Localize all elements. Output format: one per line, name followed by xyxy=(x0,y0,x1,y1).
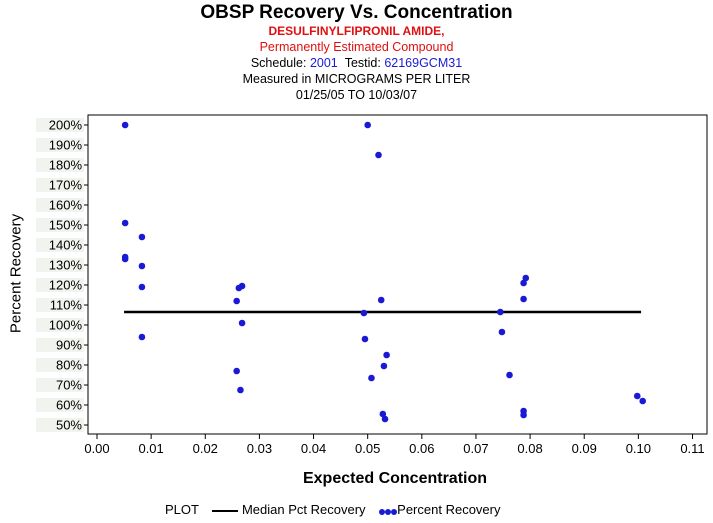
data-point xyxy=(380,362,388,370)
y-tick-label-bg xyxy=(36,258,84,272)
y-tick-label-bg xyxy=(36,398,84,412)
legend-median-label: Median Pct Recovery xyxy=(241,502,366,517)
data-point xyxy=(364,121,371,129)
data-point xyxy=(520,295,527,303)
y-tick-label: 70% xyxy=(56,378,82,393)
date-range: 01/25/05 TO 10/03/07 xyxy=(295,88,418,102)
measured-units: Measured in MICROGRAMS PER LITER xyxy=(242,72,471,86)
x-tick-label: 0.05 xyxy=(355,441,380,456)
y-tick-label-bg xyxy=(36,158,84,172)
data-point xyxy=(138,283,146,291)
y-tick-label-bg xyxy=(36,218,84,232)
data-point xyxy=(633,392,641,400)
data-point xyxy=(121,121,129,129)
schedule-value: 2001 xyxy=(309,56,338,70)
y-tick-label-bg xyxy=(36,178,84,192)
data-point xyxy=(383,351,390,359)
data-point xyxy=(121,255,129,263)
legend-plot-label: PLOT xyxy=(165,502,199,517)
data-point xyxy=(121,219,129,227)
testid-label: Testid: xyxy=(344,56,381,70)
y-tick-label: 130% xyxy=(49,258,83,273)
data-point xyxy=(506,371,513,379)
y-tick-label: 180% xyxy=(49,158,83,173)
data-point xyxy=(368,374,375,382)
data-point xyxy=(639,397,646,405)
y-tick-label-bg xyxy=(36,238,84,252)
data-point xyxy=(238,319,246,327)
y-tick-label-bg xyxy=(36,118,84,132)
legend-median-line-swatch xyxy=(212,509,239,512)
y-tick-label-bg xyxy=(36,378,84,392)
y-tick-label-bg xyxy=(36,358,84,372)
estimated-note: Permanently Estimated Compound xyxy=(259,40,454,54)
data-point xyxy=(520,279,527,287)
y-tick-label: 60% xyxy=(56,398,82,413)
y-tick-label: 200% xyxy=(49,118,83,133)
x-tick-label: 0.01 xyxy=(138,441,163,456)
x-tick-label: 0.10 xyxy=(626,441,651,456)
y-tick-label-bg xyxy=(36,338,84,352)
x-tick-label: 0.04 xyxy=(301,441,326,456)
chart-title: OBSP Recovery Vs. Concentration xyxy=(200,2,513,23)
data-point xyxy=(361,335,369,343)
y-tick-label: 110% xyxy=(50,298,83,313)
y-tick-label-bg xyxy=(36,318,84,332)
schedule-label: Schedule: xyxy=(250,56,307,70)
x-tick-label: 0.02 xyxy=(193,441,218,456)
testid-value: 62169GCM31 xyxy=(384,56,463,70)
y-tick-label-bg xyxy=(36,138,84,152)
y-tick-label: 170% xyxy=(49,178,83,193)
y-tick-label-bg xyxy=(36,418,84,432)
x-tick-label: 0.09 xyxy=(572,441,597,456)
y-tick-label: 150% xyxy=(49,218,83,233)
x-tick-label: 0.07 xyxy=(463,441,488,456)
data-point xyxy=(138,262,146,270)
data-point xyxy=(498,328,506,336)
x-tick-label: 0.11 xyxy=(680,441,704,456)
data-point xyxy=(379,410,387,418)
data-point xyxy=(237,386,244,394)
legend: PLOT Median Pct Recovery Percent Recover… xyxy=(165,502,500,518)
y-tick-label: 120% xyxy=(49,278,83,293)
y-tick-label: 100% xyxy=(49,318,83,333)
x-axis-label: Expected Concentration xyxy=(302,470,488,487)
x-tick-label: 0.06 xyxy=(409,441,434,456)
schedule-line: Schedule: 2001 Testid: 62169GCM31 xyxy=(0,56,713,70)
y-tick-label-bg xyxy=(36,298,84,312)
y-tick-label-bg xyxy=(36,278,84,292)
y-tick-label: 190% xyxy=(49,138,83,153)
y-tick-label: 50% xyxy=(56,418,82,433)
x-tick-label: 0.00 xyxy=(84,441,109,456)
data-point xyxy=(138,333,146,341)
plot-frame xyxy=(87,114,708,435)
data-point xyxy=(233,297,240,305)
y-tick-label-bg xyxy=(36,198,84,212)
y-tick-label: 160% xyxy=(49,198,83,213)
y-tick-label: 90% xyxy=(56,338,82,353)
data-point xyxy=(381,415,389,423)
y-tick-label: 140% xyxy=(49,238,83,253)
data-point xyxy=(522,274,530,282)
data-point xyxy=(497,308,504,316)
legend-points-swatch xyxy=(379,503,398,518)
y-tick-label: 80% xyxy=(56,358,82,373)
data-point xyxy=(520,411,527,419)
data-point xyxy=(238,282,246,290)
data-point xyxy=(233,367,240,375)
data-point xyxy=(375,151,382,159)
data-point xyxy=(377,296,385,304)
compound-name: DESULFINYLFIPRONIL AMIDE, xyxy=(268,24,445,38)
x-tick-label: 0.03 xyxy=(247,441,272,456)
x-tick-label: 0.08 xyxy=(517,441,542,456)
data-point xyxy=(138,233,146,241)
data-point xyxy=(360,309,368,317)
legend-points-label: Percent Recovery xyxy=(397,502,501,517)
